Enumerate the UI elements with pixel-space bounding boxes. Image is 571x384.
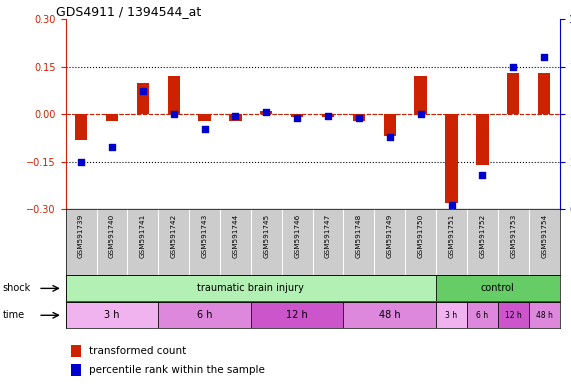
Bar — [353, 114, 365, 121]
Text: GSM591753: GSM591753 — [510, 214, 516, 258]
Text: transformed count: transformed count — [89, 346, 186, 356]
Text: GDS4911 / 1394544_at: GDS4911 / 1394544_at — [56, 5, 201, 18]
Bar — [136, 83, 149, 114]
Bar — [436, 275, 560, 301]
Bar — [66, 302, 158, 328]
Text: GSM591744: GSM591744 — [232, 214, 239, 258]
Point — [385, 134, 395, 140]
Bar — [167, 76, 180, 114]
Text: GSM591742: GSM591742 — [171, 214, 176, 258]
Text: GSM591745: GSM591745 — [263, 214, 270, 258]
Bar — [322, 114, 334, 118]
Bar — [344, 302, 436, 328]
Point — [540, 54, 549, 60]
Point — [200, 126, 209, 132]
Point — [262, 109, 271, 116]
Bar — [476, 114, 489, 165]
Text: 6 h: 6 h — [197, 310, 212, 320]
Bar — [467, 302, 498, 328]
Text: percentile rank within the sample: percentile rank within the sample — [89, 365, 265, 375]
Bar — [445, 114, 458, 203]
Bar — [260, 111, 272, 114]
Text: 48 h: 48 h — [379, 310, 401, 320]
Text: GSM591743: GSM591743 — [202, 214, 208, 258]
Bar — [507, 73, 520, 114]
Text: 3 h: 3 h — [104, 310, 120, 320]
Point — [355, 115, 364, 121]
Point — [107, 144, 116, 150]
Text: time: time — [3, 310, 25, 320]
Bar — [75, 114, 87, 140]
Bar — [529, 302, 560, 328]
Point — [447, 202, 456, 209]
Bar — [415, 76, 427, 114]
Point — [416, 111, 425, 118]
Text: 6 h: 6 h — [476, 311, 488, 320]
Text: 12 h: 12 h — [505, 311, 522, 320]
Point — [77, 159, 86, 165]
Bar — [230, 114, 242, 121]
Text: GSM591740: GSM591740 — [109, 214, 115, 258]
Text: GSM591747: GSM591747 — [325, 214, 331, 258]
Bar — [66, 275, 436, 301]
Bar — [251, 302, 344, 328]
Text: GSM591754: GSM591754 — [541, 214, 547, 258]
Bar — [158, 302, 251, 328]
Bar — [71, 364, 82, 376]
Bar — [538, 73, 550, 114]
Text: 12 h: 12 h — [286, 310, 308, 320]
Text: 3 h: 3 h — [445, 311, 457, 320]
Text: GSM591749: GSM591749 — [387, 214, 393, 258]
Point — [231, 113, 240, 119]
Text: traumatic brain injury: traumatic brain injury — [198, 283, 304, 293]
Text: control: control — [481, 283, 514, 293]
Bar — [436, 302, 467, 328]
Point — [138, 88, 147, 94]
Point — [509, 64, 518, 70]
Text: 48 h: 48 h — [536, 311, 553, 320]
Text: GSM591748: GSM591748 — [356, 214, 362, 258]
Bar — [498, 302, 529, 328]
Point — [292, 115, 301, 121]
Bar — [291, 114, 303, 118]
Bar — [106, 114, 118, 121]
Text: GSM591746: GSM591746 — [294, 214, 300, 258]
Text: GSM591751: GSM591751 — [449, 214, 455, 258]
Text: GSM591739: GSM591739 — [78, 214, 84, 258]
Point — [169, 111, 178, 118]
Text: shock: shock — [3, 283, 31, 293]
Bar — [71, 345, 82, 357]
Text: GSM591741: GSM591741 — [140, 214, 146, 258]
Bar — [384, 114, 396, 136]
Point — [324, 113, 333, 119]
Text: GSM591750: GSM591750 — [417, 214, 424, 258]
Bar — [198, 114, 211, 121]
Text: GSM591752: GSM591752 — [480, 214, 485, 258]
Point — [478, 172, 487, 178]
